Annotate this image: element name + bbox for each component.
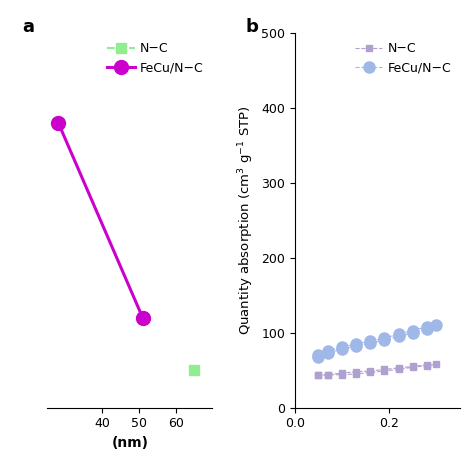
Legend: N−C, FeCu/N−C: N−C, FeCu/N−C bbox=[352, 39, 454, 77]
FeCu/N−C bbox=[367, 340, 373, 346]
N−C bbox=[367, 370, 373, 375]
N−C bbox=[339, 372, 345, 377]
FeCu/N−C bbox=[433, 322, 439, 328]
X-axis label: (nm): (nm) bbox=[111, 436, 148, 450]
Line: N−C: N−C bbox=[315, 361, 440, 379]
FeCu/N−C bbox=[396, 334, 401, 339]
N−C bbox=[325, 372, 331, 377]
FeCu/N−C bbox=[140, 315, 146, 320]
N−C bbox=[382, 368, 387, 374]
FeCu/N−C bbox=[424, 326, 429, 332]
FeCu/N−C bbox=[316, 354, 321, 360]
N−C bbox=[396, 366, 401, 372]
Y-axis label: Quantity absorption (cm$^3$ g$^{-1}$ STP): Quantity absorption (cm$^3$ g$^{-1}$ STP… bbox=[236, 106, 255, 335]
N−C bbox=[424, 363, 429, 369]
FeCu/N−C bbox=[410, 330, 416, 336]
Line: FeCu/N−C: FeCu/N−C bbox=[52, 116, 150, 325]
FeCu/N−C bbox=[353, 343, 359, 349]
N−C bbox=[410, 365, 416, 370]
FeCu/N−C bbox=[325, 350, 331, 356]
FeCu/N−C bbox=[382, 337, 387, 343]
Line: FeCu/N−C: FeCu/N−C bbox=[313, 319, 442, 362]
N−C bbox=[316, 373, 321, 378]
Text: a: a bbox=[23, 18, 35, 36]
Legend: N−C, FeCu/N−C: N−C, FeCu/N−C bbox=[105, 39, 206, 77]
Text: b: b bbox=[246, 18, 258, 36]
FeCu/N−C bbox=[55, 120, 61, 126]
N−C bbox=[433, 361, 439, 367]
FeCu/N−C bbox=[339, 346, 345, 352]
N−C bbox=[353, 371, 359, 377]
